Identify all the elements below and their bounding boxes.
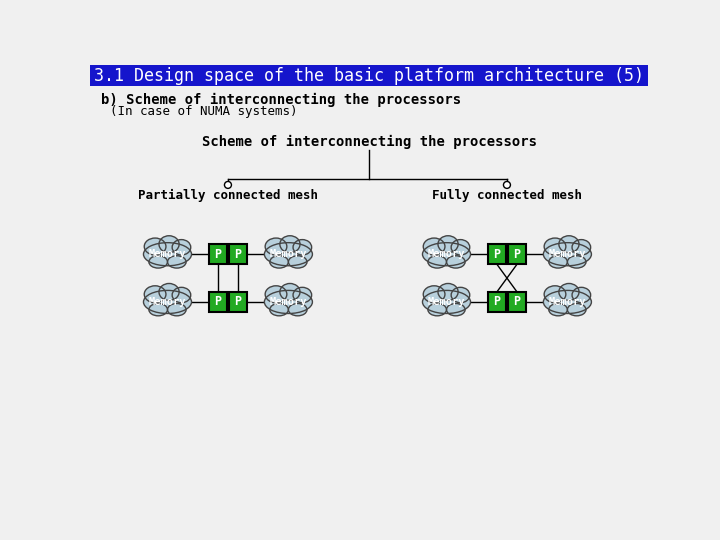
Text: P: P [235, 295, 242, 308]
Text: Fully connected mesh: Fully connected mesh [432, 189, 582, 202]
Ellipse shape [572, 287, 590, 303]
Circle shape [225, 181, 231, 188]
Ellipse shape [168, 256, 186, 268]
Text: P: P [215, 248, 222, 261]
Bar [487, 292, 506, 312]
Ellipse shape [172, 287, 191, 303]
Ellipse shape [423, 286, 445, 303]
Ellipse shape [446, 256, 465, 268]
Text: Scheme of interconnecting the processors: Scheme of interconnecting the processors [202, 134, 536, 149]
Ellipse shape [143, 291, 192, 314]
Text: Memory: Memory [270, 249, 307, 259]
Text: Memory: Memory [149, 297, 186, 307]
Bar [508, 244, 526, 264]
Text: Memory: Memory [149, 249, 186, 259]
Ellipse shape [265, 238, 287, 255]
Ellipse shape [446, 303, 465, 316]
Bar [487, 244, 506, 264]
Ellipse shape [289, 303, 307, 316]
Ellipse shape [544, 238, 566, 255]
Text: Memory: Memory [549, 297, 586, 307]
Ellipse shape [264, 242, 312, 266]
Bar [209, 244, 228, 264]
Text: (In case of NUMA systems): (In case of NUMA systems) [110, 105, 297, 118]
Ellipse shape [544, 242, 591, 266]
Bar [229, 244, 248, 264]
Ellipse shape [270, 256, 289, 268]
Text: P: P [215, 295, 222, 308]
Ellipse shape [451, 287, 469, 303]
Ellipse shape [159, 284, 179, 300]
Text: Memory: Memory [428, 297, 465, 307]
Text: P: P [493, 295, 500, 308]
Ellipse shape [144, 286, 166, 303]
Ellipse shape [168, 303, 186, 316]
Ellipse shape [172, 240, 191, 255]
Ellipse shape [559, 236, 579, 253]
Bar [90, 65, 648, 86]
Ellipse shape [293, 240, 312, 255]
Text: Memory: Memory [549, 249, 586, 259]
Text: Partially connected mesh: Partially connected mesh [138, 189, 318, 202]
Ellipse shape [544, 286, 566, 303]
Ellipse shape [265, 286, 287, 303]
Text: Memory: Memory [428, 249, 465, 259]
Ellipse shape [451, 240, 469, 255]
Ellipse shape [280, 236, 300, 253]
Ellipse shape [428, 303, 446, 316]
Ellipse shape [428, 256, 446, 268]
Circle shape [503, 181, 510, 188]
Ellipse shape [567, 303, 586, 316]
Ellipse shape [280, 284, 300, 300]
Ellipse shape [438, 284, 458, 300]
Bar [229, 292, 248, 312]
Text: 3.1 Design space of the basic platform architecture (5): 3.1 Design space of the basic platform a… [94, 66, 644, 85]
Ellipse shape [559, 284, 579, 300]
Ellipse shape [264, 291, 312, 314]
Text: P: P [235, 248, 242, 261]
Ellipse shape [144, 238, 166, 255]
Ellipse shape [549, 303, 567, 316]
Ellipse shape [423, 291, 471, 314]
Ellipse shape [567, 256, 586, 268]
Ellipse shape [572, 240, 590, 255]
Ellipse shape [549, 256, 567, 268]
Ellipse shape [159, 236, 179, 253]
Bar [508, 292, 526, 312]
Ellipse shape [149, 256, 168, 268]
Text: b) Scheme of interconnecting the processors: b) Scheme of interconnecting the process… [101, 93, 461, 107]
Ellipse shape [423, 242, 471, 266]
Ellipse shape [289, 256, 307, 268]
Text: P: P [513, 248, 521, 261]
Ellipse shape [438, 236, 458, 253]
Text: P: P [493, 248, 500, 261]
Ellipse shape [270, 303, 289, 316]
Bar [209, 292, 228, 312]
Ellipse shape [544, 291, 591, 314]
Text: P: P [513, 295, 521, 308]
Ellipse shape [293, 287, 312, 303]
Ellipse shape [143, 242, 192, 266]
Ellipse shape [149, 303, 168, 316]
Text: Memory: Memory [270, 297, 307, 307]
Ellipse shape [423, 238, 445, 255]
